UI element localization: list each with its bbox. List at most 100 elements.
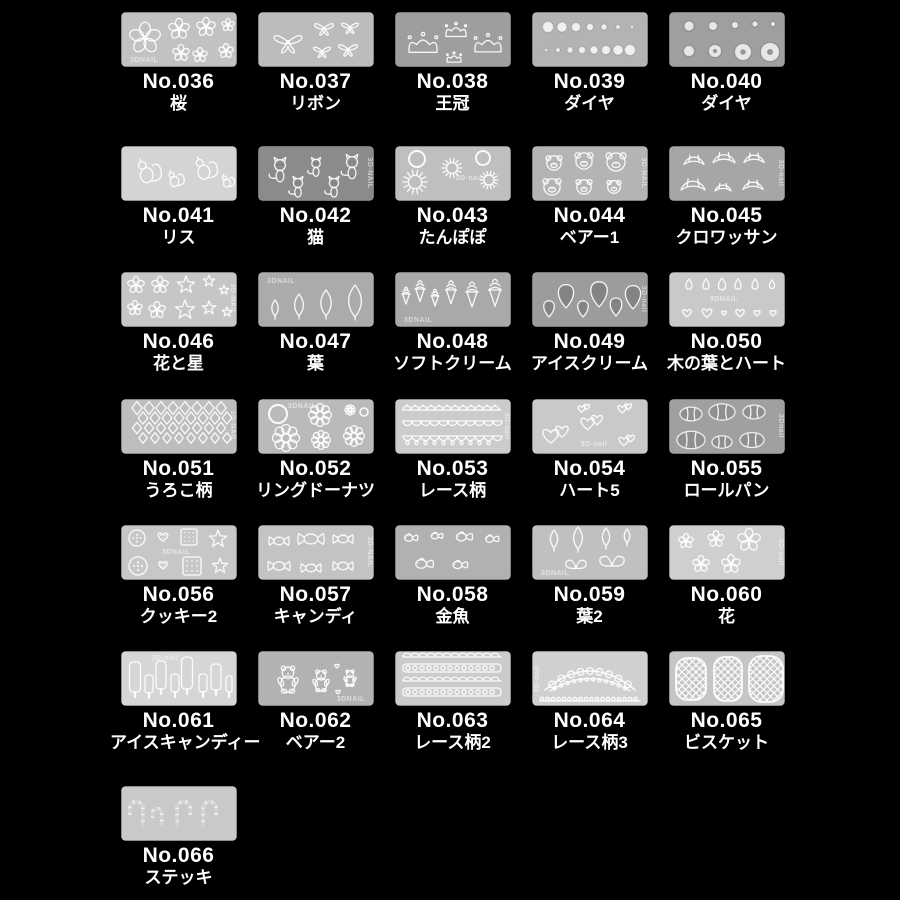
product-tile: No.058 金魚: [384, 525, 521, 626]
product-tile: 3D-nail No.043 たんぽぽ: [384, 146, 521, 247]
watermark-text: 3DNAIL: [541, 570, 570, 577]
product-number: No.057: [279, 583, 352, 606]
mold-photo: 3D-nail: [394, 399, 511, 454]
product-tile: 3D-nail No.060 花: [658, 525, 795, 626]
product-caption: No.041 リス: [110, 204, 247, 247]
product-name: レース柄3: [551, 733, 628, 752]
mold-photo: 3D-NAIL: [120, 272, 237, 327]
product-number: No.049: [553, 330, 626, 353]
product-number: No.054: [553, 457, 626, 480]
product-name: ソフトクリーム: [393, 354, 512, 373]
product-number: No.065: [690, 709, 763, 732]
mold-plate-image: 3D-nail: [394, 399, 511, 454]
product-name: ベアー1: [559, 228, 620, 247]
mold-photo: [120, 146, 237, 201]
mold-plate-image: 3DNAIL: [120, 525, 237, 580]
product-number: No.042: [279, 204, 352, 227]
mold-photo: 3D-nail: [394, 146, 511, 201]
mold-photo: 3DNAIL: [120, 525, 237, 580]
mold-plate-image: [394, 651, 511, 706]
product-name: 葉2: [576, 607, 603, 626]
product-number: No.041: [142, 204, 215, 227]
mold-plate-image: 3D-nail: [531, 399, 648, 454]
watermark-text: 3DNAIL: [709, 296, 738, 303]
watermark-text: 3D-NAIL: [640, 157, 647, 188]
product-number: No.046: [142, 330, 215, 353]
product-caption: No.066 ステッキ: [110, 844, 247, 887]
product-caption: No.050 木の葉とハート: [658, 330, 795, 373]
product-name: ハート5: [559, 481, 620, 500]
watermark-text: 3D-nail: [455, 175, 482, 182]
mold-plate-image: 3Dnail: [668, 399, 785, 454]
product-name: 花と星: [153, 354, 204, 373]
product-tile: 3DNAIL No.048 ソフトクリーム: [384, 272, 521, 373]
product-caption: No.040 ダイヤ: [658, 70, 795, 113]
product-number: No.037: [279, 70, 352, 93]
product-caption: No.060 花: [658, 583, 795, 626]
product-tile: 3D-NAIL No.044 ベアー1: [521, 146, 658, 247]
mold-photo: 3D-nail: [531, 651, 648, 706]
product-tile: 3D-NAIL No.042 猫: [247, 146, 384, 247]
mold-plate-image: 3D-NAIL: [257, 525, 374, 580]
watermark-text: 3D-NAIL: [366, 157, 373, 188]
product-name: クッキー2: [139, 607, 218, 626]
product-number: No.048: [416, 330, 489, 353]
mold-plate-image: 3DNAIL: [257, 272, 374, 327]
product-caption: No.056 クッキー2: [110, 583, 247, 626]
product-number: No.063: [416, 709, 489, 732]
product-caption: No.061 アイスキャンディー: [110, 709, 261, 752]
product-name: クロワッサン: [675, 228, 778, 247]
product-name: アイスキャンディー: [110, 733, 261, 752]
product-name: 花: [718, 607, 735, 626]
watermark-text: 3D-nail: [777, 160, 784, 187]
mold-plate-image: 3DNAIL: [257, 651, 374, 706]
product-tile: 3D-nail No.061 アイスキャンディー: [110, 651, 261, 752]
product-tile: 3D-nail No.064 レース柄3: [521, 651, 658, 752]
mold-photo: [120, 786, 237, 841]
mold-plate-image: 3D-NAIL: [257, 146, 374, 201]
product-number: No.062: [279, 709, 352, 732]
product-tile: No.066 ステッキ: [110, 786, 247, 887]
mold-photo: 3D-NAIL: [257, 146, 374, 201]
mold-photo: 3D-nail: [531, 272, 648, 327]
mold-plate-image: 3DNAIL: [531, 525, 648, 580]
product-caption: No.045 クロワッサン: [658, 204, 795, 247]
product-tile: 3D-nail No.054 ハート5: [521, 399, 658, 500]
mold-plate-image: [120, 786, 237, 841]
product-caption: No.047 葉: [247, 330, 384, 373]
product-name: ステッキ: [144, 868, 213, 887]
product-caption: No.054 ハート5: [521, 457, 658, 500]
product-tile: 3DNAIL No.047 葉: [247, 272, 384, 373]
product-caption: No.038 王冠: [384, 70, 521, 113]
product-number: No.047: [279, 330, 352, 353]
product-tile: No.039 ダイヤ: [521, 12, 658, 113]
mold-plate-image: [120, 146, 237, 201]
product-caption: No.063 レース柄2: [384, 709, 521, 752]
watermark-text: 3Dnail: [777, 414, 784, 438]
product-name: 葉: [307, 354, 324, 373]
product-name: 木の葉とハート: [667, 354, 786, 373]
product-number: No.043: [416, 204, 489, 227]
mold-photo: 3D-NAIL: [531, 146, 648, 201]
mold-photo: 3DNAIL: [531, 525, 648, 580]
product-number: No.052: [279, 457, 352, 480]
watermark-text: 3D-nail: [777, 539, 784, 566]
product-caption: No.048 ソフトクリーム: [384, 330, 521, 373]
product-number: No.038: [416, 70, 489, 93]
mold-plate-image: 3D-nail: [668, 525, 785, 580]
watermark-text: 3D-nail: [151, 655, 178, 662]
mold-plate-image: 3D-NAIL: [120, 399, 237, 454]
mold-photo: [668, 12, 785, 67]
product-caption: No.053 レース柄: [384, 457, 521, 500]
product-name: 金魚: [435, 607, 470, 626]
watermark-text: 3D-nail: [503, 413, 510, 440]
product-caption: No.043 たんぽぽ: [384, 204, 521, 247]
product-name: ロールパン: [683, 481, 770, 500]
product-number: No.059: [553, 583, 626, 606]
product-name: リス: [161, 228, 196, 247]
mold-plate-image: [668, 12, 785, 67]
product-caption: No.058 金魚: [384, 583, 521, 626]
mold-photo: 3D-nail: [120, 651, 237, 706]
product-number: No.061: [142, 709, 215, 732]
product-number: No.050: [690, 330, 763, 353]
